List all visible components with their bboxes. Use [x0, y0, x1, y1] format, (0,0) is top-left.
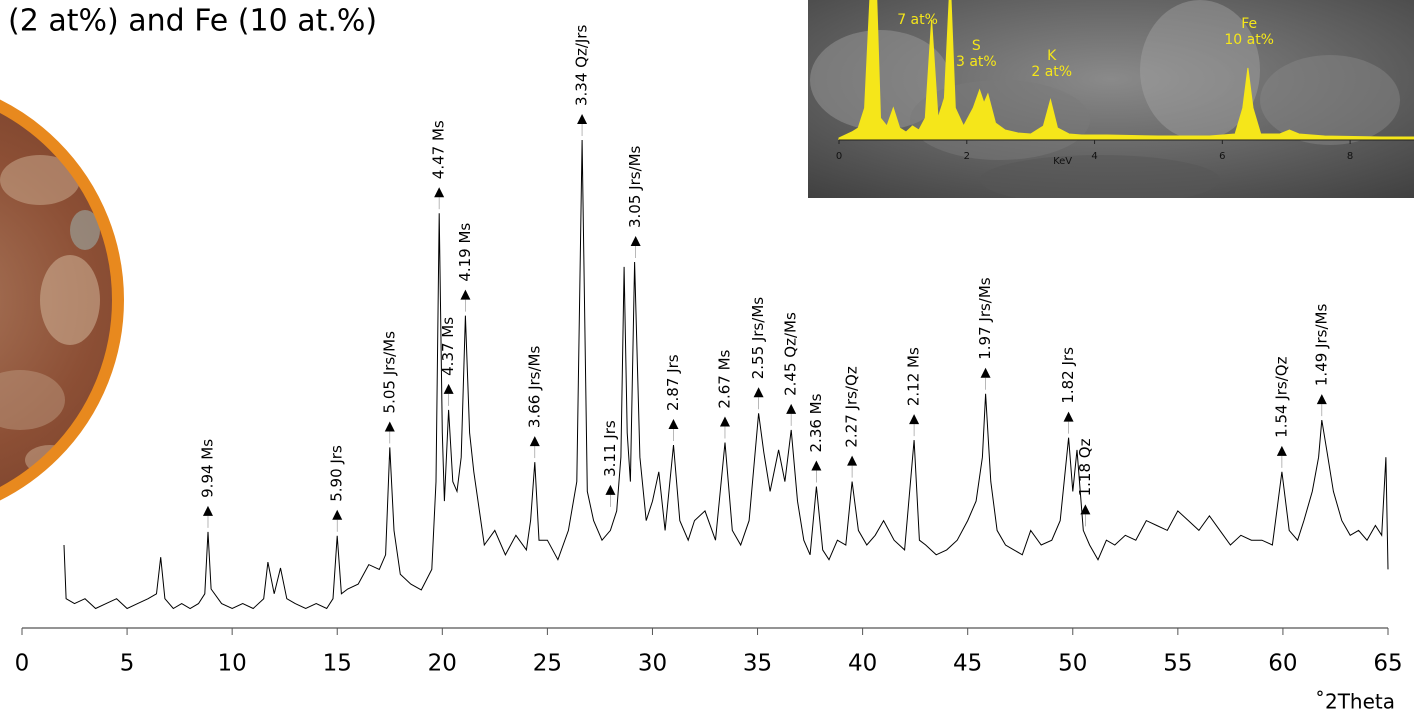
peak-arrow	[529, 436, 540, 447]
element-amount: 2 at%	[1031, 64, 1072, 80]
element-amount: 10 at%	[1224, 32, 1274, 48]
peak-label: 5.90 Jrs	[328, 445, 346, 502]
x-tick-label: 20	[428, 651, 457, 677]
peak-arrow	[1063, 411, 1074, 422]
peak-arrow	[847, 455, 858, 466]
peak-arrow	[434, 187, 445, 198]
x-tick-label: 15	[323, 651, 352, 677]
peak-label: 2.27 Jrs/Qz	[843, 366, 861, 447]
peak-label: 3.05 Jrs/Ms	[626, 145, 644, 228]
peak-arrow	[384, 421, 395, 432]
x-tick-label: 45	[953, 651, 982, 677]
xrd-trace	[63, 139, 1389, 610]
x-axis-label: ˚2Theta	[1315, 690, 1395, 714]
peak-arrow	[980, 367, 991, 378]
x-tick-label: 2	[964, 151, 970, 162]
x-tick-label: 4	[1091, 151, 1097, 162]
peak-arrow	[202, 505, 213, 516]
peak-label: 1.97 Jrs/Ms	[976, 277, 994, 360]
peak-label: 1.54 Jrs/Qz	[1272, 356, 1290, 437]
peak-label: 2.45 Qz/Ms	[782, 312, 800, 396]
peak-arrow	[668, 419, 679, 429]
element-amount: 7 at%	[897, 12, 938, 28]
x-tick-label: 0	[836, 151, 842, 162]
element-name: S	[972, 38, 981, 54]
peak-label: 4.19 Ms	[456, 223, 474, 282]
eds-inset: 0 2 4 6 8 KeV 7 at% 3 at%S 2 at%K 10 at%Fe	[808, 0, 1414, 198]
peak-arrow	[719, 416, 730, 427]
rock-photo	[0, 99, 124, 501]
peak-arrow	[605, 484, 616, 495]
x-tick-label: 60	[1268, 651, 1297, 677]
peak-label: 4.37 Ms	[439, 317, 457, 376]
peak-label: 1.18 Qz	[1076, 438, 1094, 496]
element-name: K	[1047, 48, 1057, 64]
peak-arrow	[630, 236, 641, 246]
peak-label: 3.66 Jrs/Ms	[525, 346, 543, 429]
peak-label: 2.36 Ms	[807, 393, 825, 452]
peak-arrow	[811, 460, 822, 471]
x-tick-label: 30	[638, 651, 667, 677]
x-axis-label: KeV	[1053, 156, 1072, 167]
x-tick-label: 25	[533, 651, 562, 677]
x-tick-label: 50	[1058, 651, 1087, 677]
peak-arrow	[753, 387, 764, 398]
peak-arrow	[332, 509, 343, 520]
eds-spectrum	[838, 0, 1414, 141]
x-tick-label: 8	[1347, 151, 1353, 162]
x-tick-label: 6	[1219, 151, 1225, 162]
peak-label: 1.49 Jrs/Ms	[1312, 304, 1330, 387]
peak-label: 2.55 Jrs/Ms	[749, 297, 767, 380]
element-name: Fe	[1241, 16, 1257, 32]
peak-arrow	[1276, 445, 1287, 456]
peak-label: 2.87 Jrs	[664, 354, 682, 411]
peak-arrow	[909, 414, 920, 425]
x-tick-label: 40	[848, 651, 877, 677]
peak-arrow	[1316, 394, 1327, 405]
x-tick-label: 65	[1373, 651, 1402, 677]
peak-arrow	[443, 383, 454, 394]
peak-arrow	[577, 114, 588, 124]
x-tick-label: 10	[218, 651, 247, 677]
peak-label: 5.05 Jrs/Ms	[380, 331, 398, 414]
element-amount: 3 at%	[956, 54, 997, 70]
x-tick-label: 35	[743, 651, 772, 677]
caption: (2 at%) and Fe (10 at.%)	[8, 4, 377, 39]
peak-label: 9.94 Ms	[198, 439, 216, 498]
peak-arrow	[786, 403, 797, 414]
x-tick-label: 0	[15, 651, 30, 677]
peak-label: 3.11 Jrs	[601, 420, 619, 477]
peak-label: 1.82 Jrs	[1059, 347, 1077, 404]
peak-label: 2.12 Ms	[905, 347, 923, 406]
peak-label: 3.34 Qz/Jrs	[573, 25, 591, 106]
peak-label: 2.67 Ms	[715, 349, 733, 408]
x-tick-label: 5	[120, 651, 135, 677]
peak-arrow	[1080, 504, 1091, 515]
peak-label: 4.47 Ms	[430, 120, 448, 179]
peak-arrow	[460, 289, 471, 300]
x-tick-label: 55	[1163, 651, 1192, 677]
